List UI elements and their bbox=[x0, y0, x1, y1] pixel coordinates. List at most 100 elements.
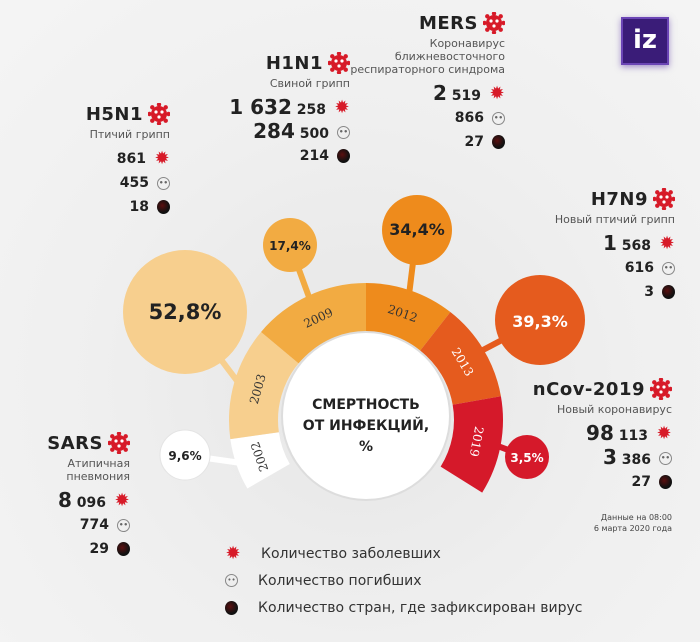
ring-segment-2009 bbox=[261, 283, 366, 364]
year-label: 2019 bbox=[467, 425, 487, 458]
virus-description: Новый коронавирус bbox=[556, 403, 672, 416]
mortality-value: 3,5% bbox=[510, 451, 543, 465]
mortality-value: 34,4% bbox=[389, 220, 445, 239]
virus-description: Новый птичий грипп bbox=[554, 213, 675, 226]
deaths-icon: •• bbox=[659, 451, 672, 465]
bubble-2019 bbox=[505, 435, 549, 479]
legend-countries: Количество стран, где зафиксирован вирус bbox=[225, 594, 582, 621]
countries-row: 27 bbox=[335, 130, 505, 154]
countries-value: 3 bbox=[644, 284, 654, 300]
virus-icon bbox=[649, 377, 673, 401]
countries-row: 18 bbox=[20, 195, 170, 219]
deaths-row: 3 386 •• bbox=[500, 444, 672, 470]
bubble-2012 bbox=[382, 195, 452, 265]
legend-cases: ✹ Количество заболевших bbox=[225, 542, 441, 564]
cases-value: 861 bbox=[116, 151, 146, 167]
countries-value: 18 bbox=[129, 199, 149, 215]
globe-icon bbox=[225, 600, 238, 615]
center-label: СМЕРТНОСТЬ ОТ ИНФЕКЦИЙ, % bbox=[284, 395, 448, 458]
deaths-icon: •• bbox=[225, 574, 238, 587]
deaths-row: 455 •• bbox=[20, 171, 170, 195]
countries-row: 3 bbox=[510, 280, 675, 304]
virus-description: Коронавирус ближневосточного респираторн… bbox=[350, 37, 505, 76]
ring-segment-2019 bbox=[440, 396, 503, 493]
cases-icon: ✹ bbox=[489, 83, 505, 104]
legend-deaths: •• Количество погибших bbox=[225, 567, 582, 594]
countries-value: 27 bbox=[631, 474, 651, 490]
mortality-value: 52,8% bbox=[149, 300, 222, 324]
cases-row: 2 519 ✹ bbox=[335, 80, 505, 106]
virus-block-h1n1: H1N1 Свиной грипп 1 632 258 ✹ 284 500 •• 2… bbox=[165, 51, 351, 168]
countries-value: 29 bbox=[89, 541, 109, 557]
cases-row: 1 632 258 ✹ bbox=[165, 94, 350, 120]
deaths-row: 866 •• bbox=[335, 106, 505, 130]
cases-row: 861 ✹ bbox=[20, 147, 170, 171]
ring-segment-2002 bbox=[230, 432, 290, 489]
cases-icon: ✹ bbox=[656, 423, 672, 444]
deaths-value: 284 500 bbox=[253, 118, 329, 143]
cases-icon: ✹ bbox=[154, 148, 170, 169]
bubble-2009 bbox=[263, 218, 317, 272]
deaths-row: 774 •• bbox=[20, 513, 130, 537]
virus-name: SARS bbox=[47, 432, 103, 454]
globe-icon bbox=[662, 285, 675, 299]
center-line: ОТ ИНФЕКЦИЙ, bbox=[302, 418, 430, 434]
virus-name: H1N1 bbox=[265, 52, 323, 74]
bubble-2002 bbox=[159, 429, 211, 481]
globe-icon bbox=[659, 475, 672, 489]
cases-row: 98 113 ✹ bbox=[500, 420, 672, 446]
globe-icon bbox=[337, 149, 350, 163]
deaths-value: 455 bbox=[119, 175, 149, 191]
bubble-2003 bbox=[123, 250, 247, 374]
deaths-value: 774 bbox=[79, 517, 109, 533]
cases-value: 2 519 bbox=[432, 80, 481, 105]
deaths-icon: •• bbox=[662, 261, 675, 275]
globe-icon bbox=[492, 135, 505, 149]
virus-icon bbox=[107, 431, 131, 455]
center-line: СМЕРТНОСТЬ bbox=[312, 397, 420, 413]
virus-icon bbox=[482, 11, 506, 35]
mortality-value: 17,4% bbox=[269, 239, 311, 253]
virus-icon bbox=[147, 102, 171, 126]
cases-value: 98 113 bbox=[586, 420, 648, 445]
deaths-icon: •• bbox=[117, 518, 130, 532]
globe-icon bbox=[157, 200, 170, 214]
deaths-value: 866 bbox=[454, 110, 484, 126]
ring-segment-2013 bbox=[420, 312, 501, 405]
cases-row: 1 568 ✹ bbox=[510, 230, 675, 256]
virus-icon bbox=[327, 51, 351, 75]
cases-value: 8 096 bbox=[57, 487, 106, 512]
virus-name: H5N1 bbox=[85, 103, 143, 125]
cases-row: 8 096 ✹ bbox=[20, 487, 130, 513]
mortality-value: 9,6% bbox=[168, 449, 201, 463]
ring-segment-2003 bbox=[229, 331, 299, 440]
countries-row: 27 bbox=[500, 470, 672, 494]
cases-icon: ✹ bbox=[225, 542, 241, 564]
deaths-icon: •• bbox=[492, 111, 505, 125]
globe-icon bbox=[117, 542, 130, 556]
cases-icon: ✹ bbox=[114, 490, 130, 511]
mortality-value: 39,3% bbox=[512, 312, 568, 331]
countries-value: 27 bbox=[464, 134, 484, 150]
deaths-value: 3 386 bbox=[602, 444, 651, 469]
virus-name: H7N9 bbox=[590, 188, 648, 210]
virus-block-ncov-2019: nCov-2019 Новый коронавирус 98 113 ✹ 3 38… bbox=[500, 377, 673, 494]
countries-value: 214 bbox=[299, 148, 329, 164]
iz-logo: iz bbox=[621, 17, 669, 65]
deaths-row: 616 •• bbox=[510, 256, 675, 280]
virus-block-h5n1: H5N1 Птичий грипп 861 ✹ 455 •• 18 bbox=[20, 102, 171, 219]
data-date-note: Данные на 08:00 6 марта 2020 года bbox=[593, 513, 672, 533]
virus-name: nCov-2019 bbox=[532, 378, 645, 400]
virus-block-sars: SARS Атипичная пневмония 8 096 ✹ 774 •• 29 bbox=[20, 431, 131, 561]
center-line: % bbox=[358, 439, 374, 455]
virus-icon bbox=[652, 187, 676, 211]
virus-block-h7n9: H7N9 Новый птичий грипп 1 568 ✹ 616 •• 3 bbox=[510, 187, 676, 304]
cases-value: 1 632 258 bbox=[229, 94, 326, 119]
virus-description: Свиной грипп bbox=[269, 77, 350, 90]
center-circle bbox=[281, 331, 451, 501]
countries-row: 29 bbox=[20, 537, 130, 561]
cases-value: 1 568 bbox=[602, 230, 651, 255]
cases-icon: ✹ bbox=[334, 97, 350, 118]
